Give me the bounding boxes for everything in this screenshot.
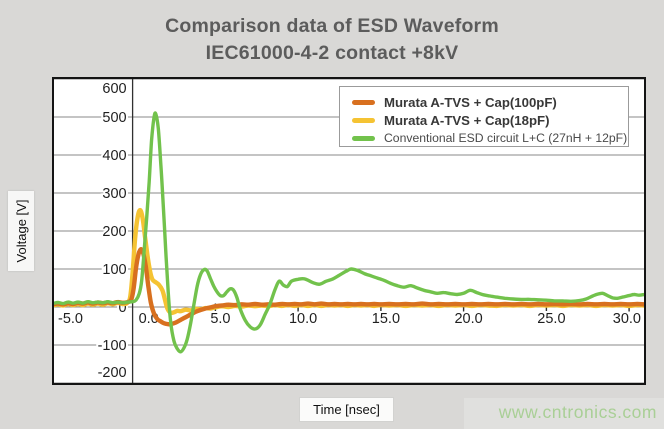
chart-title: Comparison data of ESD Waveform IEC61000… (0, 13, 664, 67)
svg-text:20.0: 20.0 (454, 311, 482, 327)
svg-text:600: 600 (102, 81, 126, 97)
y-axis-label: Voltage [V] (8, 191, 34, 271)
legend: Murata A-TVS + Cap(100pF) Murata A-TVS +… (339, 86, 629, 147)
legend-label: Conventional ESD circuit L+C (27nH + 12p… (384, 131, 628, 145)
svg-text:100: 100 (102, 262, 126, 278)
x-axis-label: Time [nsec] (299, 397, 394, 422)
legend-swatch-yellow (352, 117, 375, 123)
svg-text:-5.0: -5.0 (58, 311, 83, 327)
svg-text:15.0: 15.0 (372, 311, 400, 327)
legend-swatch-green (352, 135, 375, 141)
svg-text:-200: -200 (98, 365, 127, 381)
watermark-strip (464, 398, 664, 429)
watermark: www.cntronics.com (498, 402, 657, 422)
trace-series-2 (54, 111, 644, 354)
svg-text:5.0: 5.0 (210, 311, 230, 327)
svg-text:300: 300 (102, 186, 126, 202)
svg-text:500: 500 (102, 110, 126, 126)
svg-text:200: 200 (102, 224, 126, 240)
legend-swatch-orange (352, 99, 375, 105)
svg-text:10.0: 10.0 (289, 311, 317, 327)
legend-label: Murata A-TVS + Cap(100pF) (384, 94, 557, 110)
chart-title-line1: Comparison data of ESD Waveform (165, 15, 499, 37)
legend-label: Murata A-TVS + Cap(18pF) (384, 112, 550, 128)
svg-text:-100: -100 (98, 338, 127, 354)
x-tick-labels: -5.0 0.0 5.0 10.0 15.0 20.0 25.0 30.0 (56, 309, 643, 329)
chart-title-line2: IEC61000-4-2 contact +8kV (205, 42, 459, 64)
legend-item-atvs-100pf: Murata A-TVS + Cap(100pF) (352, 94, 624, 110)
svg-text:30.0: 30.0 (613, 311, 641, 327)
svg-text:400: 400 (102, 148, 126, 164)
svg-text:25.0: 25.0 (537, 311, 565, 327)
legend-item-atvs-18pf: Murata A-TVS + Cap(18pF) (352, 112, 624, 128)
legend-item-conventional: Conventional ESD circuit L+C (27nH + 12p… (352, 130, 628, 146)
